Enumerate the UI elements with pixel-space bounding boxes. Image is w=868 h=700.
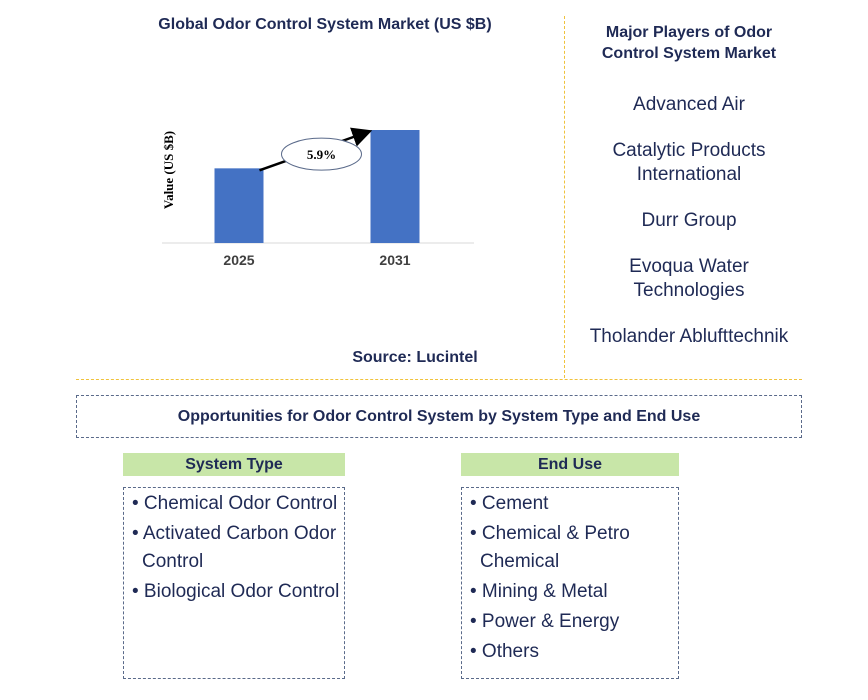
system-type-item: • Chemical Odor Control — [128, 490, 344, 518]
system-type-header: System Type — [123, 453, 345, 476]
end-use-list: • Cement • Chemical & Petro Chemical • Mini… — [466, 490, 678, 666]
end-use-item-text: • Power & Energy — [470, 611, 620, 632]
cagr-bubble — [281, 137, 362, 171]
player-item: Durr Group — [575, 209, 803, 233]
end-use-item-text: • Mining & Metal — [470, 581, 608, 602]
system-type-box: • Chemical Odor Control • Activated Carbo… — [123, 487, 345, 679]
system-type-item: • Biological Odor Control — [128, 578, 344, 606]
opportunities-title: Opportunities for Odor Control System by… — [177, 407, 701, 425]
end-use-item-text: • Cement — [470, 493, 549, 514]
player-item: Evoqua Water Technologies — [575, 255, 803, 303]
system-type-item-text: • Biological Odor Control — [132, 581, 340, 602]
end-use-item-text: Chemical — [480, 551, 560, 572]
end-use-item-text: • Others — [470, 641, 539, 662]
x-tick-label: 2025 — [223, 252, 254, 268]
x-tick-label: 2031 — [379, 252, 410, 268]
system-type-item-text: • Activated Carbon Odor — [132, 523, 337, 544]
player-name: International — [636, 164, 742, 185]
player-item: Advanced Air — [575, 93, 803, 117]
players-list: Advanced Air Catalytic Products Internatio… — [575, 93, 803, 371]
players-title-line: Control System Market — [601, 45, 777, 62]
source-note: Source: Lucintel — [352, 349, 478, 366]
vertical-divider — [564, 16, 565, 378]
bar-2031 — [370, 130, 420, 243]
player-item: Catalytic Products International — [575, 139, 803, 187]
player-name: Technologies — [633, 280, 745, 301]
end-use-header: End Use — [461, 453, 679, 476]
cagr-label: 5.9% — [307, 147, 336, 162]
player-item: Tholander Ablufttechnik — [575, 325, 803, 349]
end-use-item: • Chemical & Petro Chemical — [466, 520, 678, 576]
player-name: Durr Group — [641, 210, 737, 231]
end-use-item-text: • Chemical & Petro — [470, 523, 630, 544]
system-type-item: • Activated Carbon Odor Control — [128, 520, 344, 576]
player-name: Tholander Ablufttechnik — [589, 326, 789, 347]
horizontal-divider — [76, 379, 802, 380]
bar-chart: Value (US $B) 2025 2031 5.9% — [161, 127, 474, 268]
y-axis-label: Value (US $B) — [161, 131, 176, 209]
player-name: Catalytic Products — [612, 140, 766, 161]
system-type-list: • Chemical Odor Control • Activated Carbo… — [128, 490, 344, 606]
opportunities-banner: Opportunities for Odor Control System by… — [76, 395, 802, 438]
bar-2025 — [214, 168, 264, 243]
system-type-item-text: • Chemical Odor Control — [132, 493, 338, 514]
end-use-item: • Cement — [466, 490, 678, 518]
player-name: Advanced Air — [633, 94, 745, 115]
players-title-line: Major Players of Odor — [605, 24, 773, 41]
system-type-item-text: Control — [142, 551, 204, 572]
chart-title: Global Odor Control System Market (US $B… — [158, 16, 492, 33]
end-use-box: • Cement • Chemical & Petro Chemical • Mini… — [461, 487, 679, 679]
end-use-item: • Others — [466, 638, 678, 666]
end-use-item: • Mining & Metal — [466, 578, 678, 606]
player-name: Evoqua Water — [629, 256, 749, 277]
end-use-item: • Power & Energy — [466, 608, 678, 636]
players-title: Major Players of Odor Control System Mar… — [575, 22, 803, 64]
